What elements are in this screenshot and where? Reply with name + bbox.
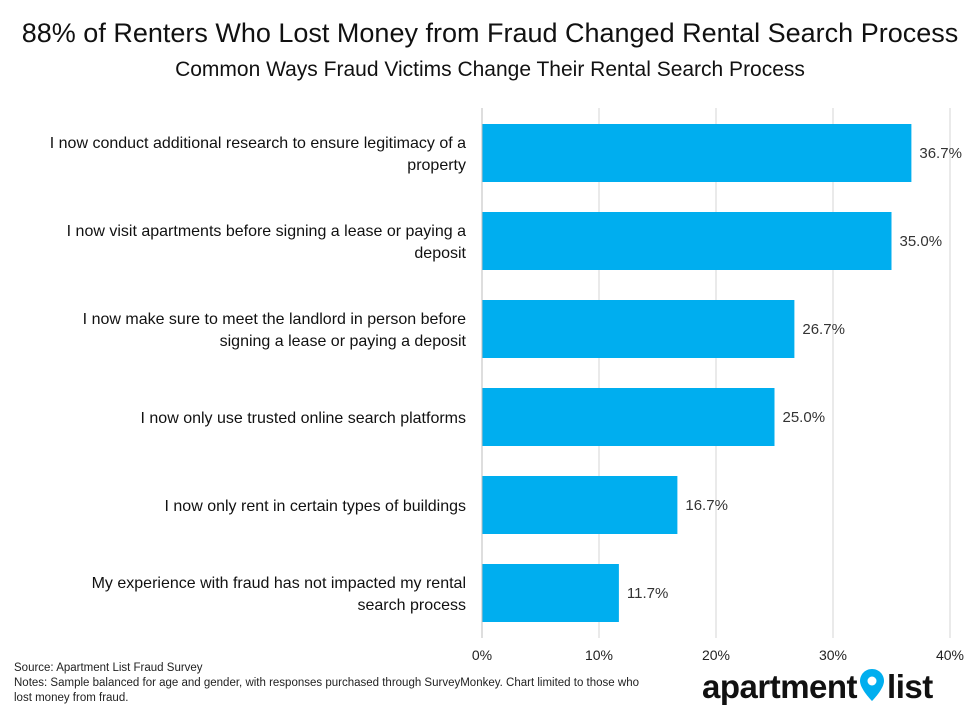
bar (482, 476, 678, 534)
bar (482, 124, 912, 182)
category-label: deposit (414, 245, 466, 262)
data-label: 35.0% (900, 233, 943, 250)
data-label: 25.0% (783, 409, 826, 426)
bar-chart: 0% 10% 20% 30% 40% 36.7% I now conduct additio… (50, 108, 964, 660)
bar (482, 388, 775, 446)
chart-title: 88% of Renters Who Lost Money from Fraud… (21, 18, 959, 48)
chart-subtitle: Common Ways Fraud Victims Change Their R… (175, 58, 805, 81)
category-label: My experience with fraud has not impacte… (92, 575, 466, 592)
category-label: property (407, 157, 466, 174)
source-note: Source: Apartment List Fraud Survey (14, 662, 203, 674)
category-label: I now only rent in certain types of buil… (165, 498, 467, 515)
category-label: I now visit apartments before signing a … (67, 223, 466, 240)
apartment-list-logo: apartment list (702, 668, 933, 710)
notes-text: Notes: Sample balanced for age and gende… (14, 677, 639, 704)
category-label: I now conduct additional research to ens… (50, 135, 466, 152)
data-label: 11.7% (627, 585, 668, 602)
data-label: 26.7% (802, 321, 845, 338)
x-tick-label: 40% (936, 647, 964, 660)
data-label: 16.7% (685, 497, 728, 514)
x-tick-label: 30% (819, 647, 847, 660)
category-label: signing a lease or paying a deposit (220, 333, 467, 350)
logo-text-apartment: apartment (702, 668, 858, 705)
category-label: search process (358, 597, 467, 614)
bar (482, 564, 619, 622)
map-pin-icon (859, 668, 885, 710)
data-label: 36.7% (919, 145, 962, 162)
x-tick-label: 0% (472, 647, 492, 660)
category-label: I now only use trusted online search pla… (141, 410, 467, 427)
x-tick-label: 20% (702, 647, 730, 660)
logo-text-list: list (887, 668, 933, 705)
bar (482, 212, 892, 270)
x-tick-label: 10% (585, 647, 613, 660)
category-label: I now make sure to meet the landlord in … (83, 311, 466, 328)
bar (482, 300, 795, 358)
